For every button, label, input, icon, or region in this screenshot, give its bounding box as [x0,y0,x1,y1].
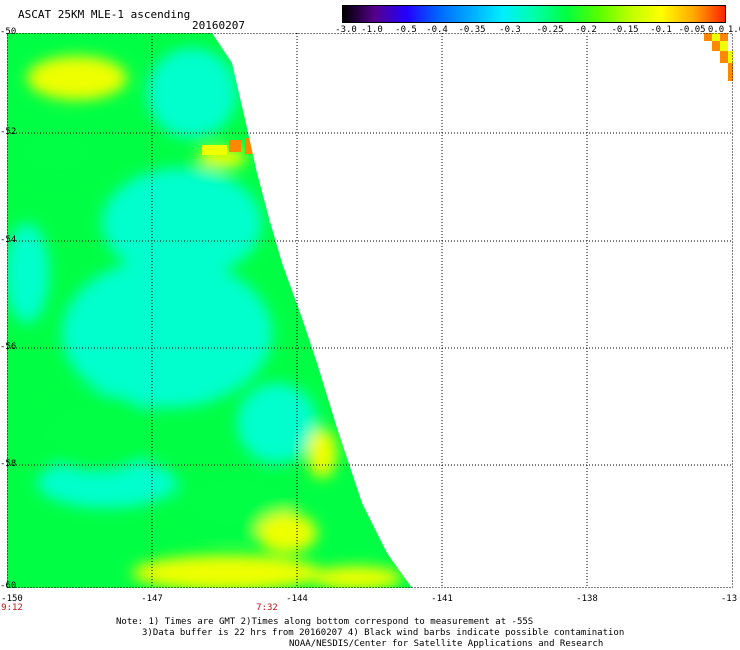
lon-label: -144 [286,594,308,604]
color-scale-label: -3.0 [335,25,357,35]
top-right-swath [704,33,733,81]
lon-label: -141 [431,594,453,604]
lat-label: -50 [0,27,17,37]
swath-patch [237,383,317,463]
color-scale-labels: -3.0 -1.0 -0.5 -0.4 -0.35 -0.3 -0.25 -0.… [330,25,740,37]
swath-pixel [245,138,255,154]
color-scale-label: 1.0 [727,25,740,35]
lon-label: -13 [720,594,738,604]
map-plot [7,33,733,588]
map-date: 20160207 [192,19,245,32]
color-scale-label: 0.0 [707,25,725,35]
lat-label: -54 [0,235,17,245]
note-line-3: NOAA/NESDIS/Center for Satellite Applica… [289,639,604,649]
swath-patch [307,428,337,478]
swath-pixel [704,33,712,41]
color-scale-label: -0.1 [650,25,672,35]
swath-patch [37,393,157,473]
swath-pixel [728,63,733,81]
lat-label: -52 [0,127,17,137]
swath-pixel [294,288,302,296]
lon-label: -150 [1,594,23,604]
swath-patch [62,258,272,408]
color-scale-label: -0.3 [499,25,521,35]
swath-pixel [720,33,728,41]
lon-label: -147 [141,594,163,604]
lat-label: -60 [0,581,17,591]
swath-pixel [229,140,241,152]
swath-pixel [327,373,335,383]
swath-patch [37,458,177,508]
lat-label: -58 [0,459,17,469]
time-label: 7:32 [256,603,278,613]
color-scale-label: -1.0 [361,25,383,35]
swath-patches [7,48,402,588]
swath-pixel [405,561,412,571]
swath-pixel [728,51,733,63]
swath-pixel [202,145,227,155]
swath-patch [27,56,127,100]
swath-patch [7,223,49,323]
swath-patch [257,513,317,553]
swath-data [7,33,412,588]
grid [7,33,733,588]
lon-label: -138 [576,594,598,604]
map-frame [7,33,733,588]
swath-patch [12,123,102,183]
color-scale-label: -0.05 [678,25,706,35]
swath-pixel [720,41,728,51]
swath-pixel [269,205,279,223]
map-title: ASCAT 25KM MLE-1 ascending [18,8,191,21]
swath-pixel [712,33,720,41]
swath-patch [132,555,322,588]
swath-pixel [720,51,728,63]
note-line-1: Note: 1) Times are GMT 2)Times along bot… [116,617,534,627]
color-scale-label: -0.25 [536,25,564,35]
color-scale-label: -0.4 [426,25,448,35]
color-scale-label: -0.5 [395,25,417,35]
swath-pixel [335,403,343,418]
lat-label: -56 [0,342,17,352]
swath-patch [147,48,237,138]
color-scale-label: -0.15 [611,25,639,35]
swath-patch [312,566,402,588]
color-scale-label: -0.2 [575,25,597,35]
swath-pixel [712,41,720,51]
time-label: 9:12 [1,603,23,613]
swath-patch [102,168,262,278]
note-line-2: 3)Data buffer is 22 hrs from 20160207 4)… [142,628,625,638]
color-scale-bar [342,5,726,23]
color-scale-label: -0.35 [458,25,486,35]
